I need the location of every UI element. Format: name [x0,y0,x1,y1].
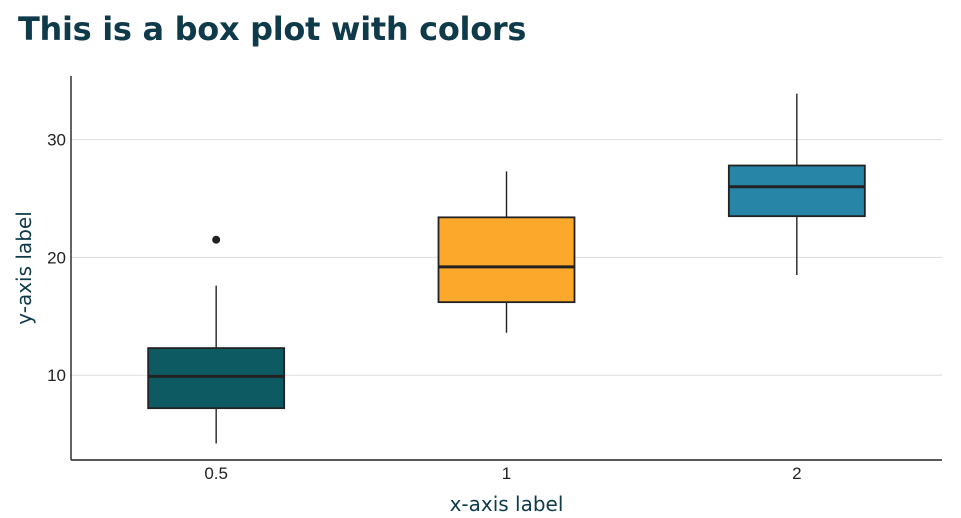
y-tick-label-10: 10 [47,366,66,385]
x-tick-label-0.5: 0.5 [204,464,228,483]
iqr-box-0.5 [147,347,286,410]
axes [70,76,942,461]
x-axis-title: x-axis label [450,492,564,516]
x-tick-label-2: 2 [792,464,801,483]
box-2 [727,93,866,276]
y-tick-labels: 10 20 30 [47,131,66,386]
outlier-point-0.5-0 [212,235,221,244]
y-axis-title: y-axis label [12,211,36,325]
y-tick-label-20: 20 [47,248,66,267]
y-tick-label-30: 30 [47,131,66,150]
x-tick-labels: 0.5 1 2 [204,464,801,483]
boxes [147,93,866,444]
iqr-box-1 [437,216,576,304]
iqr-box-2 [727,164,866,218]
x-tick-label-1: 1 [502,464,511,483]
box-0.5 [147,235,286,444]
chart-title: This is a box plot with colors [18,10,527,48]
box-1 [437,171,576,333]
